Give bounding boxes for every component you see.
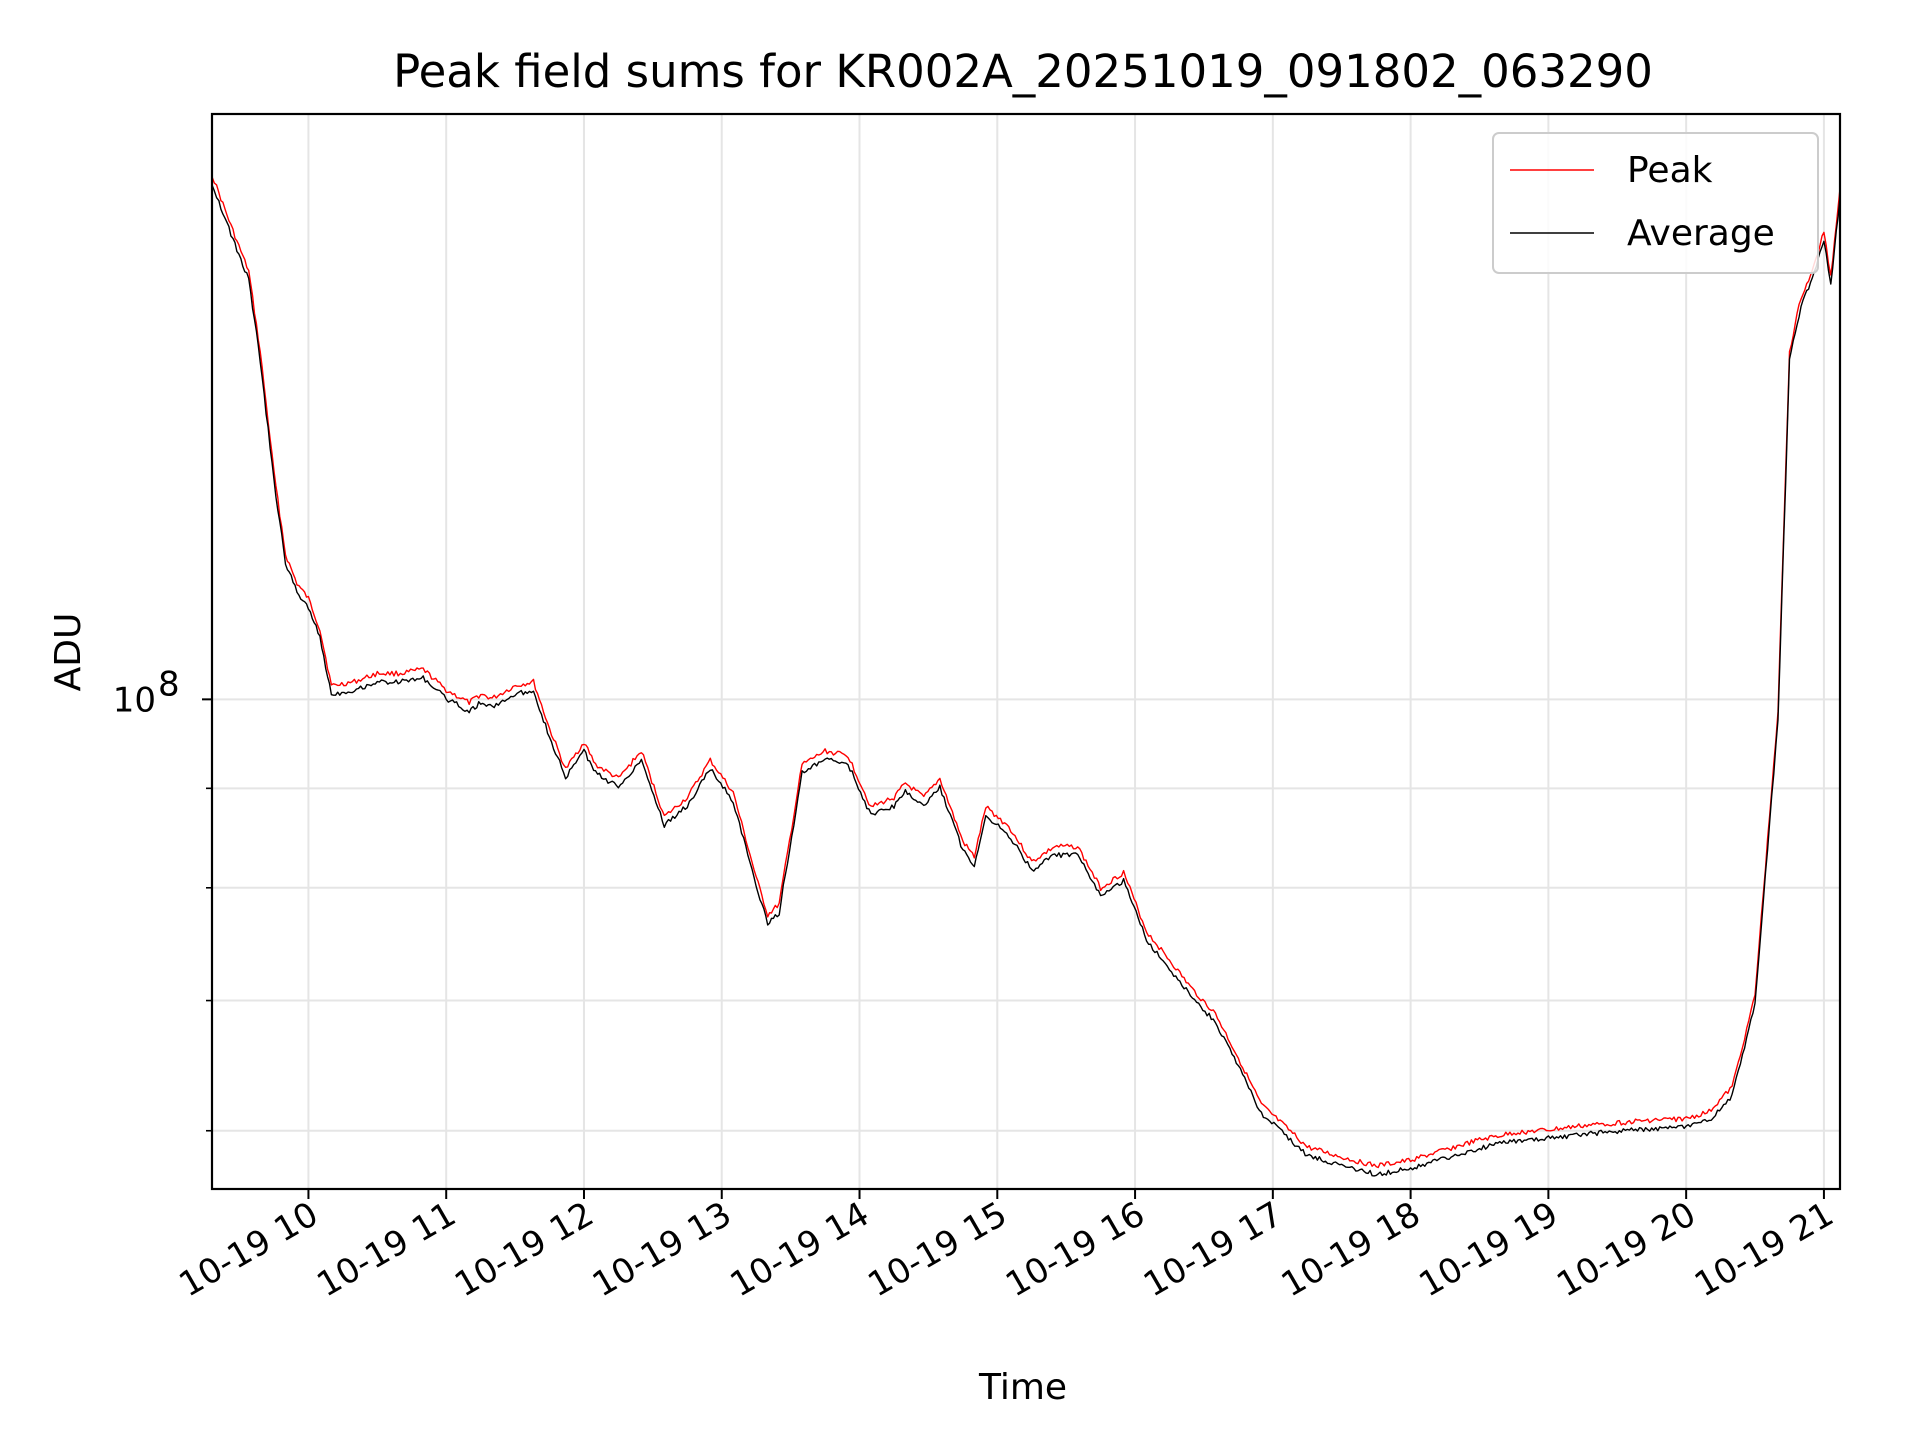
x-tick-label: 10-19 14 (724, 1194, 876, 1305)
x-tick-label: 10-19 19 (1412, 1194, 1564, 1305)
series-peak-line (211, 176, 1841, 1169)
x-tick-label: 10-19 15 (861, 1194, 1013, 1305)
plot-lines (211, 176, 1841, 1177)
x-tick-label: 10-19 10 (173, 1194, 325, 1305)
legend-box (1492, 132, 1819, 274)
x-tick-label: 10-19 11 (310, 1194, 462, 1305)
x-tick-label: 10-19 17 (1137, 1194, 1289, 1305)
legend-average-label: Average (1627, 213, 1775, 254)
y-axis-label: ADU (48, 613, 89, 692)
legend-peak-label: Peak (1627, 150, 1713, 191)
plot-frame (210, 112, 1842, 1191)
y-tick-exponent: 8 (158, 664, 180, 704)
x-axis-label: Time (978, 1367, 1067, 1408)
x-tick-label: 10-19 18 (1275, 1194, 1427, 1305)
series-average-line (211, 184, 1841, 1177)
grid (212, 114, 1840, 1189)
y-tick-label: 10 (113, 680, 156, 720)
x-tick-label: 10-19 16 (999, 1194, 1151, 1305)
chart-title: Peak field sums for KR002A_20251019_0918… (393, 45, 1653, 98)
x-tick-label: 10-19 20 (1550, 1194, 1702, 1305)
x-tick-label: 10-19 13 (586, 1194, 738, 1305)
legend: Peak Average (1492, 132, 1819, 274)
x-tick-label: 10-19 12 (448, 1194, 600, 1305)
x-tick-label: 10-19 21 (1688, 1194, 1840, 1305)
